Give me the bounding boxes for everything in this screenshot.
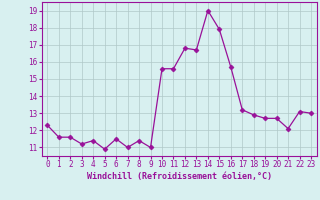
X-axis label: Windchill (Refroidissement éolien,°C): Windchill (Refroidissement éolien,°C) [87, 172, 272, 181]
